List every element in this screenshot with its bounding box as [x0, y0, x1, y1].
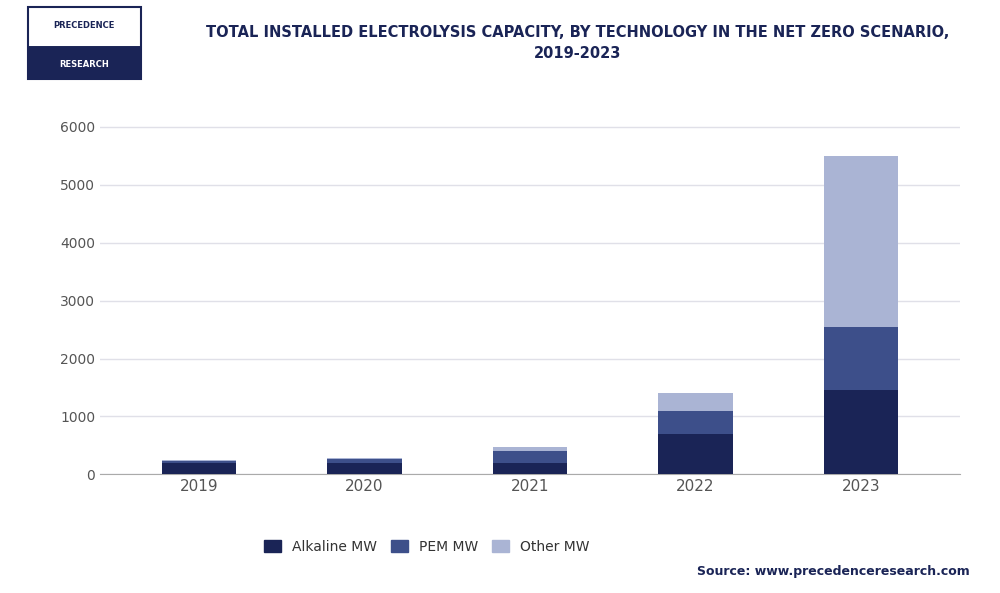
Legend: Alkaline MW, PEM MW, Other MW: Alkaline MW, PEM MW, Other MW — [259, 534, 595, 559]
Bar — [493, 463, 567, 474]
Bar — [493, 447, 567, 451]
FancyBboxPatch shape — [28, 7, 141, 47]
Bar — [493, 451, 567, 463]
Bar — [327, 463, 402, 474]
Text: RESEARCH: RESEARCH — [59, 60, 109, 69]
Bar — [162, 461, 236, 463]
FancyBboxPatch shape — [28, 47, 141, 79]
Bar — [658, 434, 733, 474]
Bar — [327, 459, 402, 463]
Bar — [327, 458, 402, 459]
Text: PRECEDENCE: PRECEDENCE — [54, 21, 115, 30]
Bar — [824, 156, 898, 327]
Bar — [824, 390, 898, 474]
Bar — [658, 393, 733, 411]
Bar — [658, 411, 733, 434]
Bar — [162, 463, 236, 474]
Text: TOTAL INSTALLED ELECTROLYSIS CAPACITY, BY TECHNOLOGY IN THE NET ZERO SCENARIO,
2: TOTAL INSTALLED ELECTROLYSIS CAPACITY, B… — [206, 25, 949, 61]
Bar — [824, 327, 898, 390]
Text: Source: www.precedenceresearch.com: Source: www.precedenceresearch.com — [697, 565, 970, 578]
